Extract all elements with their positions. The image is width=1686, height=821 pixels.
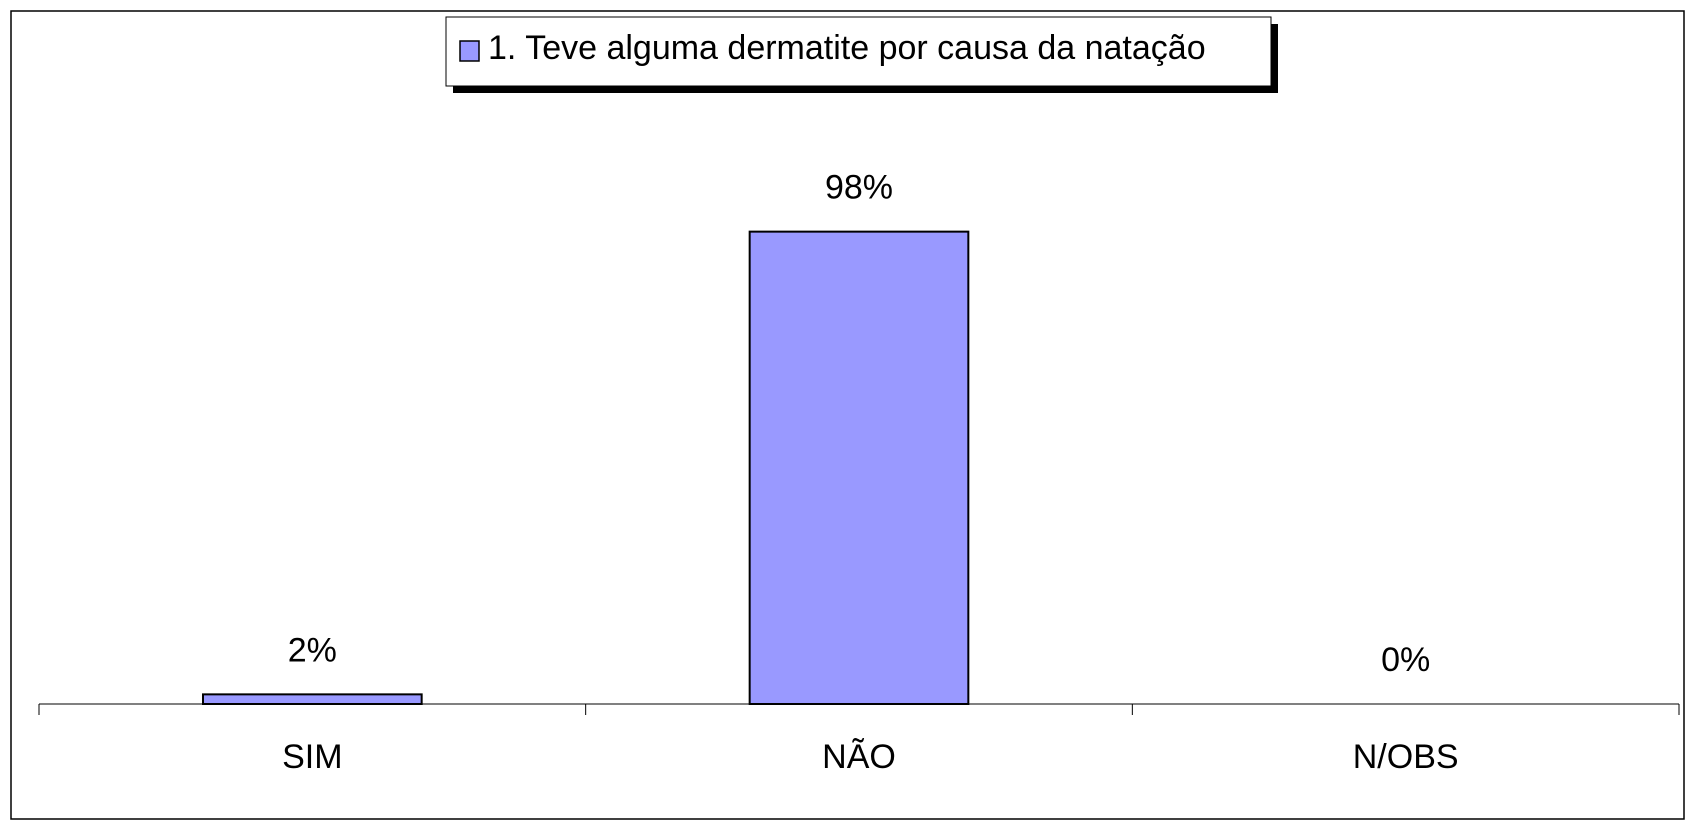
x-tick-label: NÃO [822, 738, 896, 776]
legend-swatch [459, 40, 480, 62]
bar [748, 230, 970, 705]
x-tick-label: N/OBS [1353, 738, 1459, 776]
value-label: 0% [1381, 641, 1430, 679]
x-tick-label: SIM [282, 738, 342, 776]
bar [202, 693, 423, 705]
value-label: 98% [825, 169, 893, 207]
legend-box [445, 16, 1272, 87]
legend-label: 1. Teve alguma dermatite por causa da na… [488, 29, 1206, 67]
value-label: 2% [288, 631, 337, 669]
